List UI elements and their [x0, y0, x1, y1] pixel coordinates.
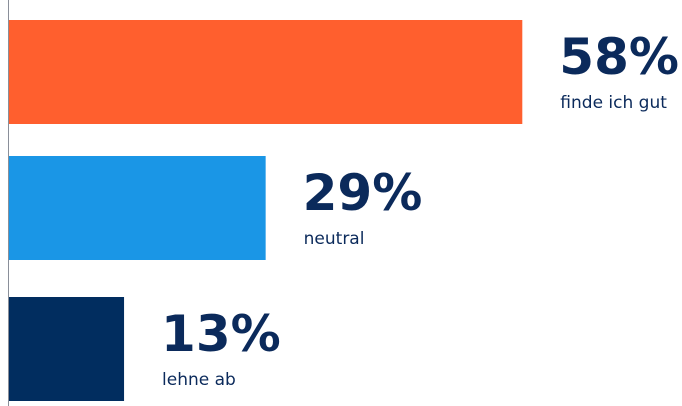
- bar: [9, 156, 266, 260]
- value-label: 29%: [303, 164, 423, 222]
- value-label: 58%: [559, 28, 679, 86]
- category-label: finde ich gut: [560, 93, 667, 113]
- bar: [9, 20, 523, 124]
- bar: [9, 297, 125, 401]
- category-label: neutral: [304, 229, 365, 249]
- category-label: lehne ab: [162, 370, 236, 390]
- value-label: 13%: [161, 305, 281, 363]
